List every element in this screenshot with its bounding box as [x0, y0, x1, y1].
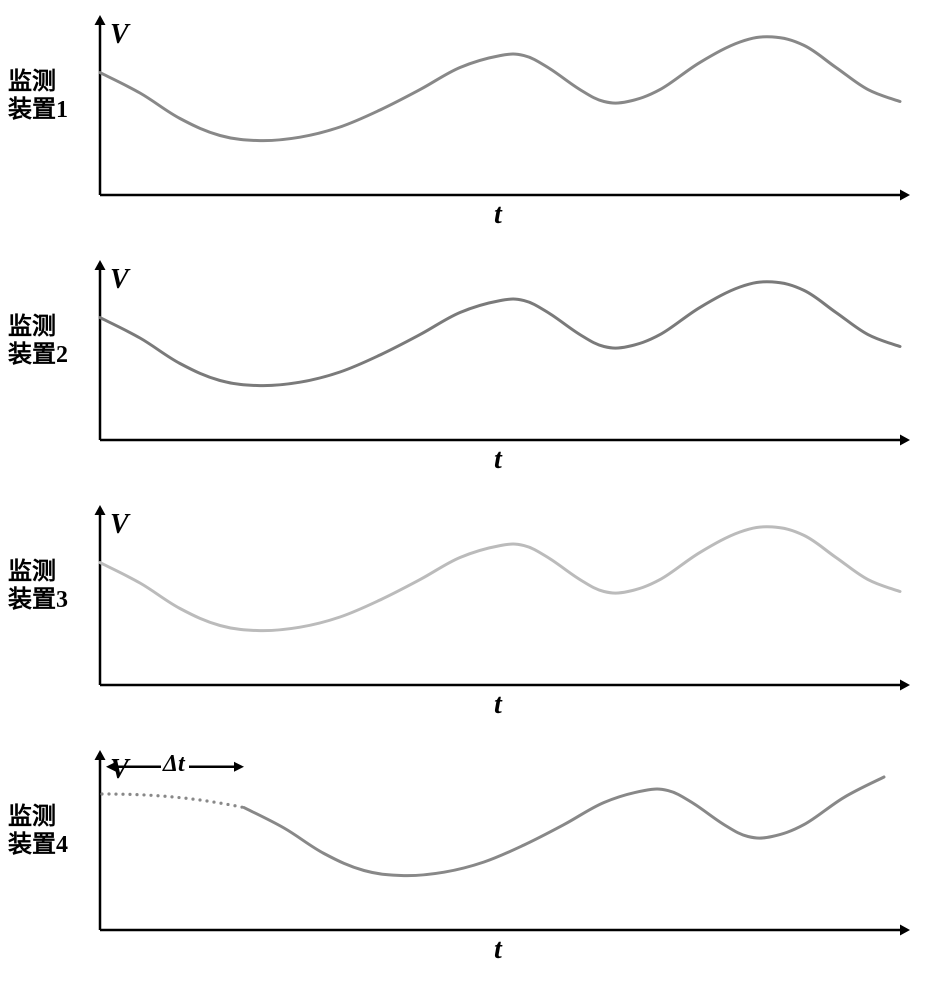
x-axis-label: t	[494, 444, 502, 476]
y-axis-label: V	[110, 509, 129, 541]
lead-dot	[156, 794, 159, 797]
panel-2: Vt 监测装置2	[0, 245, 939, 475]
device-label-4: 监测装置4	[8, 803, 68, 861]
x-axis-arrow	[900, 435, 910, 446]
lead-dot	[128, 793, 131, 796]
lead-dot	[107, 792, 110, 795]
panel-3: Vt 监测装置3	[0, 490, 939, 720]
panel-4: ΔtVt监测装置4	[0, 735, 939, 965]
figure-root: Vt监测装置1Vt监测装置2Vt监测装置3ΔtVt监测装置4	[0, 0, 939, 1000]
x-axis-label: t	[494, 934, 502, 966]
lead-dot	[226, 803, 229, 806]
lead-dot	[191, 798, 194, 801]
y-axis-arrow	[95, 15, 106, 25]
panel-svg-4	[0, 735, 939, 965]
x-axis-label: t	[494, 199, 502, 231]
lead-dot	[205, 799, 208, 802]
lead-dot	[212, 800, 215, 803]
delta-arrow-head-right	[234, 762, 244, 772]
lead-dot	[121, 793, 124, 796]
panel-1: Vt 监测装置1	[0, 0, 939, 230]
curve-2	[100, 282, 900, 386]
lead-dot	[198, 798, 201, 801]
lead-dot	[149, 794, 152, 797]
x-axis-arrow	[900, 190, 910, 201]
curve-4	[244, 777, 884, 876]
lead-dot	[184, 797, 187, 800]
curve-1	[100, 37, 900, 141]
lead-dot	[163, 795, 166, 798]
x-axis-label: t	[494, 689, 502, 721]
y-axis-arrow	[95, 750, 106, 760]
panel-svg-2	[0, 245, 939, 475]
lead-dot	[233, 804, 236, 807]
x-axis-arrow	[900, 925, 910, 936]
lead-dot	[135, 793, 138, 796]
lead-dot	[170, 795, 173, 798]
panel-svg-1	[0, 0, 939, 230]
lead-dot	[100, 792, 103, 795]
device-label-1: 监测装置1	[8, 68, 68, 126]
y-axis-arrow	[95, 505, 106, 515]
device-label-3: 监测装置3	[8, 558, 68, 616]
y-axis-label: V	[110, 264, 129, 296]
lead-dot	[114, 792, 117, 795]
lead-dot	[177, 796, 180, 799]
y-axis-label: V	[110, 19, 129, 51]
x-axis-arrow	[900, 680, 910, 691]
lead-dot	[142, 793, 145, 796]
device-label-2: 监测装置2	[8, 313, 68, 371]
y-axis-label: V	[110, 754, 129, 786]
panel-svg-3	[0, 490, 939, 720]
curve-3	[100, 527, 900, 631]
y-axis-arrow	[95, 260, 106, 270]
lead-dot	[219, 802, 222, 805]
